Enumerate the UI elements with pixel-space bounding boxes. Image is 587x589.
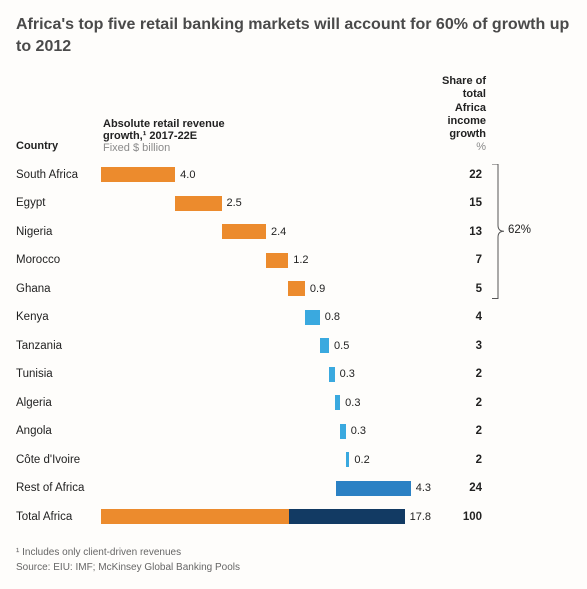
country-label: Tunisia [16,368,101,380]
chart-rows: South Africa4.022Egypt2.515Nigeria2.413M… [16,160,571,531]
share-value: 100 [431,511,486,523]
country-label: Morocco [16,254,101,266]
table-row: South Africa 4.0 22 [16,160,571,189]
table-row: Kenya 0.8 4 [16,303,571,332]
share-value: 4 [431,311,486,323]
share-value: 2 [431,425,486,437]
bar [305,310,320,325]
bar-cell: 0.9 [101,274,431,303]
bar [175,196,221,211]
bar-cell: 0.3 [101,417,431,446]
page-title: Africa's top five retail banking markets… [16,14,571,57]
footnote-source: Source: EIU: IMF; McKinsey Global Bankin… [16,560,571,575]
bar-value-label: 17.8 [410,511,431,523]
country-label: Tanzania [16,340,101,352]
header-revenue: Absolute retail revenue growth,¹ 2017-22… [101,118,431,154]
bar-cell: 2.4 [101,217,431,246]
table-row: Algeria 0.3 2 [16,388,571,417]
bar-value-label: 0.2 [354,454,369,466]
bar-value-label: 0.3 [340,368,355,380]
bar-value-label: 2.5 [227,197,242,209]
bar-segment [101,509,289,524]
bar [222,224,266,239]
bar-cell: 0.3 [101,388,431,417]
header-share: Share of total Africa income growth % [431,75,486,154]
share-value: 7 [431,254,486,266]
country-label: Egypt [16,197,101,209]
table-row: Egypt 2.5 15 [16,189,571,218]
share-value: 5 [431,283,486,295]
table-row: Morocco 1.2 7 [16,246,571,275]
column-headers: Country Absolute retail revenue growth,¹… [16,75,571,154]
country-label: Nigeria [16,226,101,238]
bar-cell: 1.2 [101,246,431,275]
country-label: Angola [16,425,101,437]
share-value: 22 [431,169,486,181]
country-label: Ghana [16,283,101,295]
header-country: Country [16,140,101,154]
bar-cell: 0.2 [101,445,431,474]
bar-value-label: 0.3 [351,425,366,437]
bar-value-label: 0.9 [310,283,325,295]
bar [346,452,350,467]
bar [340,424,346,439]
bar-cell: 4.3 [101,474,431,503]
share-value: 13 [431,226,486,238]
share-value: 15 [431,197,486,209]
table-row: Angola 0.3 2 [16,417,571,446]
bar-segment [289,509,405,524]
footnote: ¹ Includes only client-driven revenues S… [16,545,571,575]
share-value: 3 [431,340,486,352]
bar-value-label: 4.0 [180,169,195,181]
table-row: Côte d'Ivoire 0.2 2 [16,445,571,474]
table-row: Ghana 0.9 5 [16,274,571,303]
bar [288,281,305,296]
table-row: Rest of Africa 4.324 [16,474,571,503]
country-label: Rest of Africa [16,482,101,494]
bar-cell: 4.0 [101,160,431,189]
table-row: Total Africa 17.8100 [16,502,571,531]
waterfall-chart: Country Absolute retail revenue growth,¹… [16,75,571,531]
bar [101,167,175,182]
country-label: Kenya [16,311,101,323]
bar-value-label: 0.8 [325,311,340,323]
bar-value-label: 1.2 [293,254,308,266]
country-label: Algeria [16,397,101,409]
bar-cell: 0.3 [101,360,431,389]
bar [335,395,341,410]
bar-cell: 2.5 [101,189,431,218]
share-value: 2 [431,397,486,409]
bar-value-label: 0.3 [345,397,360,409]
bar-value-label: 0.5 [334,340,349,352]
bar-cell: 0.8 [101,303,431,332]
bar-cell: 17.8 [101,502,431,531]
top5-bracket-label: 62% [508,224,531,236]
share-value: 2 [431,454,486,466]
bar [329,367,335,382]
country-label: South Africa [16,169,101,181]
bar [336,481,411,496]
table-row: Tunisia 0.3 2 [16,360,571,389]
bar [320,338,329,353]
country-label: Total Africa [16,511,101,523]
footnote-line: ¹ Includes only client-driven revenues [16,545,571,560]
country-label: Côte d'Ivoire [16,454,101,466]
bar-value-label: 2.4 [271,226,286,238]
table-row: Tanzania 0.5 3 [16,331,571,360]
bar [266,253,288,268]
bar-value-label: 4.3 [416,482,431,494]
share-value: 2 [431,368,486,380]
bar-cell: 0.5 [101,331,431,360]
share-value: 24 [431,482,486,494]
table-row: Nigeria 2.4 13 [16,217,571,246]
